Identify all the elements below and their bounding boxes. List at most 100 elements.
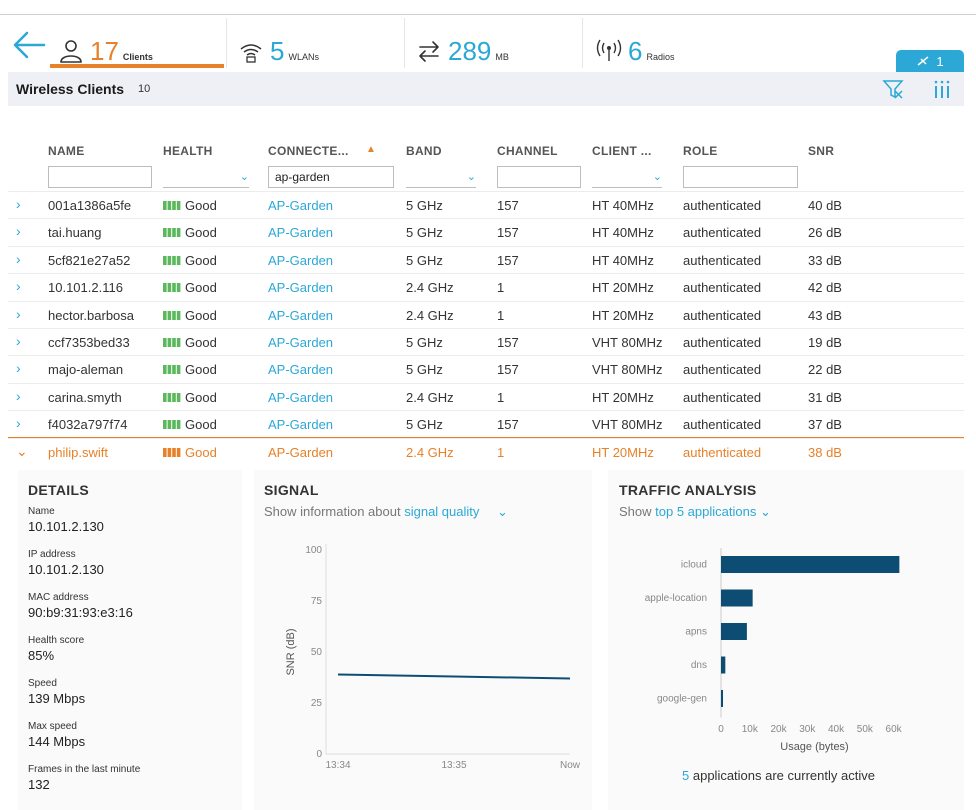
client-type-filter-select[interactable]: ⌄	[592, 168, 662, 188]
alerts-button[interactable]: 1	[896, 50, 964, 72]
table-row[interactable]: › 5cf821e27a52 Good AP-Garden 5 GHz 157 HT 40M…	[8, 247, 964, 274]
channel-value: 1	[497, 389, 505, 405]
band-value: 2.4 GHz	[406, 280, 454, 296]
connected-ap[interactable]: AP-Garden	[268, 417, 334, 433]
columns-icon[interactable]	[934, 78, 950, 100]
clear-filter-icon[interactable]	[882, 78, 904, 100]
chevron-right-icon[interactable]: ›	[16, 196, 21, 212]
usage-bar[interactable]	[721, 623, 747, 640]
health-filter-select[interactable]: ⌄	[163, 168, 249, 188]
connected-ap[interactable]: AP-Garden	[268, 225, 334, 241]
chevron-right-icon[interactable]: ›	[16, 250, 21, 267]
column-role[interactable]: ROLE	[683, 144, 718, 158]
column-connected[interactable]: CONNECTE...	[268, 144, 349, 158]
table-row[interactable]: › 001a1386a5fe Good AP-Garden 5 GHz 157 HT 40M…	[8, 192, 964, 219]
connected-ap[interactable]: AP-Garden	[268, 389, 334, 405]
clients-stat[interactable]: 17 Clients	[58, 26, 153, 66]
traffic-metric-select[interactable]: top 5 applications	[655, 504, 757, 519]
table-row[interactable]: › tai.huang Good AP-Garden 5 GHz 157 HT 40MHz a…	[8, 219, 964, 246]
usage-bar[interactable]	[721, 656, 726, 674]
column-snr[interactable]: SNR	[808, 144, 835, 158]
band-value: 5 GHz	[406, 225, 443, 241]
usage-bar[interactable]	[721, 690, 724, 707]
snr-value: 19 dB	[808, 335, 842, 350]
chevron-down-icon[interactable]: ⌄	[16, 442, 28, 459]
usage-stat[interactable]: 289 MB	[416, 26, 509, 66]
band-value: 5 GHz	[406, 335, 443, 350]
connected-ap[interactable]: AP-Garden	[268, 198, 334, 213]
radios-stat[interactable]: 6 Radios	[596, 26, 674, 66]
detail-value: 132	[28, 777, 50, 792]
channel-filter-input[interactable]	[497, 166, 581, 188]
detail-value: 139 Mbps	[28, 691, 86, 706]
chevron-right-icon[interactable]: ›	[16, 223, 21, 240]
usage-bar[interactable]	[721, 589, 753, 607]
sort-asc-icon[interactable]: ▲	[366, 144, 377, 155]
connected-ap[interactable]: AP-Garden	[268, 362, 334, 378]
back-arrow-icon[interactable]	[10, 26, 48, 64]
column-channel[interactable]: CHANNEL	[497, 144, 558, 158]
x-tick-label: 50k	[857, 724, 874, 735]
column-client-type[interactable]: CLIENT ...	[592, 144, 652, 158]
detail-label: IP address	[28, 549, 76, 560]
role-value: authenticated	[683, 252, 762, 268]
radio-antenna-icon	[596, 39, 622, 61]
role-value: authenticated	[683, 444, 762, 460]
name-filter-input[interactable]	[48, 166, 152, 188]
clients-unit: Clients	[122, 52, 153, 62]
band-value: 5 GHz	[406, 198, 443, 213]
column-band[interactable]: BAND	[406, 144, 442, 158]
table-row[interactable]: › majo-aleman Good AP-Garden 5 GHz 157 VHT 80M…	[8, 356, 964, 383]
usage-bar[interactable]	[721, 556, 900, 573]
category-label: apns	[685, 627, 707, 638]
snr-value: 26 dB	[808, 225, 842, 241]
y-tick-label: 100	[305, 545, 322, 556]
person-icon	[60, 40, 82, 63]
chevron-right-icon[interactable]: ›	[16, 305, 21, 322]
signal-metric-select[interactable]: signal quality	[404, 504, 480, 519]
chevron-down-icon[interactable]: ⌄	[497, 504, 508, 519]
connected-ap[interactable]: AP-Garden	[268, 307, 334, 323]
health-label: Good	[185, 444, 217, 460]
table-row[interactable]: › 10.101.2.116 Good AP-Garden 2.4 GHz 1 HT 20M…	[8, 274, 964, 301]
connected-ap[interactable]: AP-Garden	[268, 252, 334, 268]
chevron-right-icon[interactable]: ›	[16, 360, 21, 377]
role-filter-input[interactable]	[683, 166, 798, 188]
table-row[interactable]: › f4032a797f74 Good AP-Garden 5 GHz 157 VHT 80…	[8, 411, 964, 438]
health-label: Good	[185, 417, 217, 433]
traffic-show-selector[interactable]: Show top 5 applications ⌄	[619, 504, 771, 520]
client-type-value: VHT 80MHz	[592, 335, 663, 350]
wlans-stat[interactable]: 5 WLANs	[238, 26, 319, 66]
row-divider	[8, 437, 964, 439]
health-bars-icon	[163, 283, 181, 293]
band-filter-select[interactable]: ⌄	[406, 168, 476, 188]
chevron-right-icon[interactable]: ›	[16, 415, 21, 432]
chevron-right-icon[interactable]: ›	[16, 387, 21, 404]
column-health[interactable]: HEALTH	[163, 144, 213, 158]
detail-label: MAC address	[28, 592, 89, 603]
wlans-count: 5	[270, 36, 285, 66]
row-divider	[8, 355, 964, 357]
health-bars-icon	[163, 392, 181, 402]
chevron-right-icon[interactable]: ›	[16, 278, 21, 295]
snr-value: 40 dB	[808, 198, 842, 213]
table-row[interactable]: › carina.smyth Good AP-Garden 2.4 GHz 1 HT 20M…	[8, 384, 964, 411]
health-status: Good	[163, 390, 217, 405]
table-row[interactable]: › hector.barbosa Good AP-Garden 2.4 GHz 1 HT 2…	[8, 302, 964, 329]
connected-filter-input[interactable]	[268, 166, 394, 188]
chevron-right-icon[interactable]: ›	[16, 333, 21, 349]
client-type-value: HT 20MHz	[592, 444, 654, 460]
detail-value: 10.101.2.130	[28, 562, 104, 577]
traffic-title: TRAFFIC ANALYSIS	[619, 482, 757, 498]
signal-show-selector[interactable]: Show information about signal quality ⌄	[264, 504, 508, 520]
table-row[interactable]: ⌄ philip.swift Good AP-Garden 2.4 GHz 1 HT 20M…	[8, 439, 964, 466]
connected-ap[interactable]: AP-Garden	[268, 335, 334, 350]
connected-ap[interactable]: AP-Garden	[268, 280, 334, 296]
chevron-down-icon[interactable]: ⌄	[759, 504, 771, 519]
table-row[interactable]: › ccf7353bed33 Good AP-Garden 5 GHz 157 VHT 80…	[8, 329, 964, 356]
column-name[interactable]: NAME	[48, 144, 85, 158]
x-tick-label: 30k	[799, 724, 816, 735]
connected-ap[interactable]: AP-Garden	[268, 444, 334, 460]
channel-value: 157	[497, 252, 519, 268]
role-value: authenticated	[683, 335, 762, 350]
